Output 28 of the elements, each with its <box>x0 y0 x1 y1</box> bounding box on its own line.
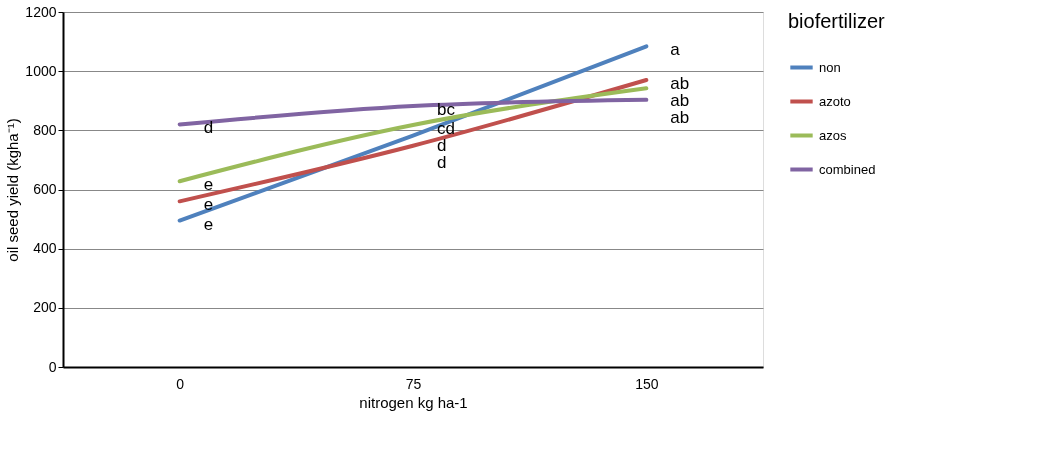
annotation: d <box>437 136 447 156</box>
annotation: bc <box>437 100 456 120</box>
x-tick-label: 0 <box>176 375 185 392</box>
annotation: cd <box>437 119 455 139</box>
y-tick-label: 1200 <box>25 3 57 20</box>
annotation: ab <box>670 91 690 111</box>
annotation: e <box>203 214 214 234</box>
y-tick-label: 800 <box>33 121 57 138</box>
annotation: d <box>203 118 214 138</box>
legend-label: azos <box>819 127 847 143</box>
x-tick-label: 150 <box>635 375 659 392</box>
legend-label: non <box>819 59 841 75</box>
legend-label: combined <box>819 161 876 177</box>
legend-label: azoto <box>819 93 851 109</box>
y-tick-label: 1000 <box>25 62 57 79</box>
annotation: a <box>670 40 681 60</box>
x-axis-title: nitrogen kg ha-1 <box>359 393 468 411</box>
annotation: ab <box>670 74 690 94</box>
y-tick-label: 600 <box>33 181 57 197</box>
legend-title: biofertilizer <box>788 10 886 32</box>
annotation: ab <box>670 108 690 128</box>
y-tick-label: 0 <box>48 358 57 375</box>
annotation: d <box>437 153 447 173</box>
x-tick-label: 75 <box>405 375 422 392</box>
y-axis-title: oil seed yield (kgha⁻¹) <box>4 118 22 262</box>
annotation: e <box>203 175 214 195</box>
y-tick-label: 200 <box>33 299 57 316</box>
y-tick-label: 400 <box>33 240 57 257</box>
